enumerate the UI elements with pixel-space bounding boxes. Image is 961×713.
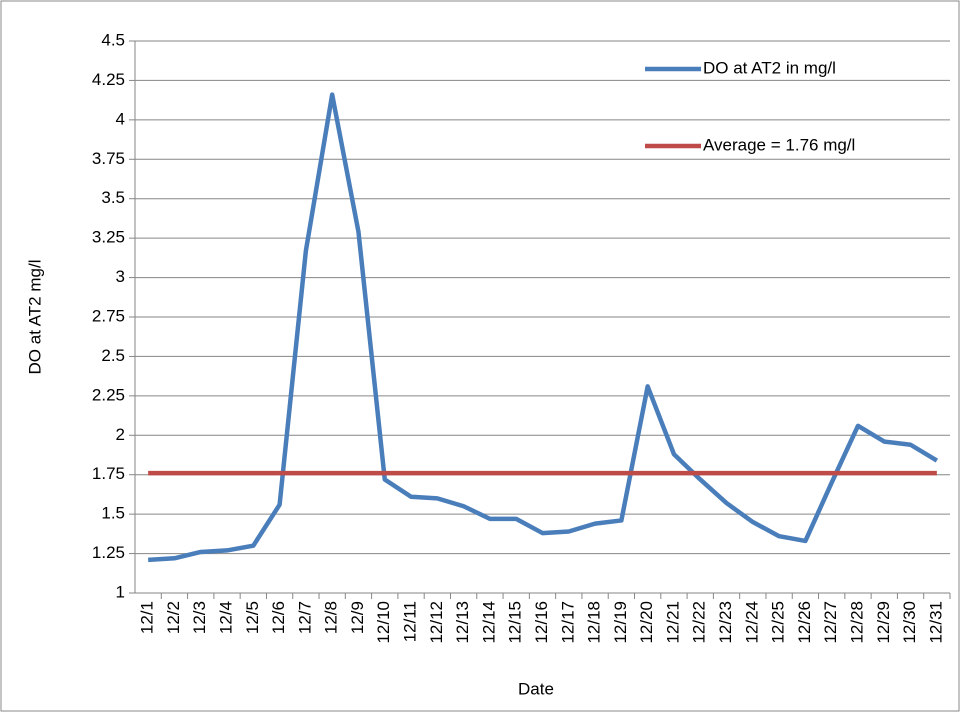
x-tick-label: 12/27 bbox=[821, 601, 840, 644]
y-tick-label: 1.75 bbox=[92, 464, 125, 483]
y-tick-label: 1.25 bbox=[92, 543, 125, 562]
y-tick-label: 3.25 bbox=[92, 228, 125, 247]
x-tick-label: 12/11 bbox=[401, 601, 420, 642]
x-tick-label: 12/29 bbox=[874, 601, 893, 644]
x-tick-label: 12/19 bbox=[611, 601, 630, 644]
x-tick-label: 12/6 bbox=[269, 601, 288, 634]
x-tick-label: 12/7 bbox=[295, 601, 314, 634]
x-tick-label: 12/2 bbox=[164, 601, 183, 634]
legend-label: DO at AT2 in mg/l bbox=[703, 58, 836, 77]
x-tick-label: 12/30 bbox=[900, 601, 919, 644]
y-tick-label: 3.5 bbox=[101, 188, 125, 207]
y-tick-label: 4.5 bbox=[101, 30, 125, 49]
x-tick-label: 12/5 bbox=[243, 601, 262, 634]
y-tick-label: 4.25 bbox=[92, 70, 125, 89]
x-tick-label: 12/23 bbox=[716, 601, 735, 644]
x-tick-label: 12/20 bbox=[637, 601, 656, 644]
y-tick-label: 2 bbox=[116, 425, 125, 444]
x-tick-label: 12/14 bbox=[479, 601, 498, 644]
x-tick-label: 12/24 bbox=[742, 601, 761, 644]
x-axis-title: Date bbox=[518, 679, 554, 698]
y-axis-title: DO at AT2 mg/l bbox=[25, 260, 44, 375]
y-tick-label: 1.5 bbox=[101, 504, 125, 523]
x-tick-label: 12/4 bbox=[217, 601, 236, 634]
x-tick-label: 12/28 bbox=[847, 601, 866, 644]
x-tick-label: 12/8 bbox=[322, 601, 341, 634]
x-tick-label: 12/1 bbox=[138, 601, 157, 634]
y-tick-label: 3.75 bbox=[92, 149, 125, 168]
y-tick-label: 1 bbox=[116, 582, 125, 601]
x-tick-label: 12/13 bbox=[453, 601, 472, 644]
y-tick-label: 3 bbox=[116, 267, 125, 286]
x-tick-label: 12/10 bbox=[374, 601, 393, 644]
x-tick-label: 12/9 bbox=[348, 601, 367, 634]
x-tick-label: 12/15 bbox=[506, 601, 525, 644]
x-tick-label: 12/31 bbox=[926, 601, 945, 644]
x-tick-label: 12/12 bbox=[427, 601, 446, 644]
x-tick-label: 12/21 bbox=[663, 601, 682, 644]
y-tick-label: 2.5 bbox=[101, 346, 125, 365]
y-tick-label: 4 bbox=[116, 109, 125, 128]
x-tick-label: 12/26 bbox=[795, 601, 814, 644]
x-tick-label: 12/22 bbox=[690, 601, 709, 644]
legend-label: Average = 1.76 mg/l bbox=[703, 135, 855, 154]
x-tick-label: 12/3 bbox=[190, 601, 209, 634]
y-tick-label: 2.25 bbox=[92, 385, 125, 404]
series-line bbox=[148, 92, 939, 563]
y-tick-label: 2.75 bbox=[92, 306, 125, 325]
x-tick-label: 12/16 bbox=[532, 601, 551, 644]
x-tick-label: 12/18 bbox=[585, 601, 604, 644]
x-tick-label: 12/17 bbox=[558, 601, 577, 644]
x-tick-label: 12/25 bbox=[769, 601, 788, 644]
